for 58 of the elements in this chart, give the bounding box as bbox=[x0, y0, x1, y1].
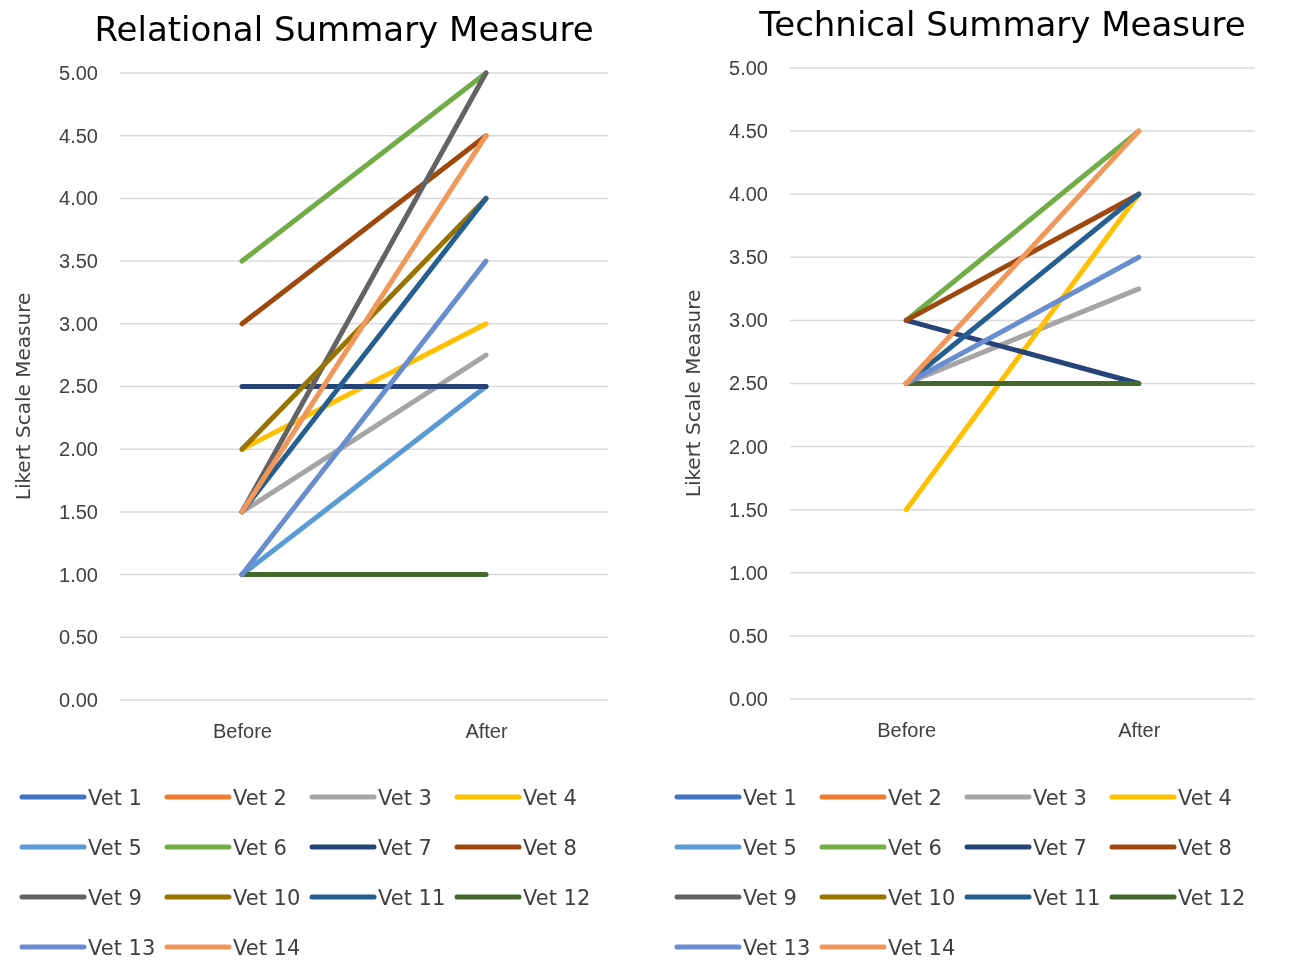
y-tick-label: 2.50 bbox=[59, 375, 98, 398]
legend-label: Vet 2 bbox=[888, 786, 942, 810]
legend-label: Vet 11 bbox=[1033, 886, 1101, 910]
y-tick-label: 1.00 bbox=[59, 563, 98, 586]
y-tick-label: 3.00 bbox=[59, 312, 98, 335]
legend-label: Vet 4 bbox=[1178, 786, 1232, 810]
y-tick-label: 3.50 bbox=[729, 246, 768, 269]
y-tick-label: 0.50 bbox=[729, 624, 768, 647]
legend-label: Vet 14 bbox=[233, 936, 301, 960]
y-tick-label: 0.00 bbox=[59, 688, 98, 711]
legend-label: Vet 1 bbox=[743, 786, 797, 810]
legend-label: Vet 10 bbox=[888, 886, 956, 910]
legend-label: Vet 8 bbox=[1178, 836, 1232, 860]
legend-label: Vet 4 bbox=[523, 786, 577, 810]
y-tick-label: 0.50 bbox=[59, 626, 98, 649]
y-tick-label: 3.50 bbox=[59, 250, 98, 272]
y-tick-label: 2.00 bbox=[729, 435, 768, 458]
x-tick-label: Before bbox=[877, 719, 937, 742]
y-tick-label: 4.50 bbox=[729, 120, 768, 142]
legend-label: Vet 12 bbox=[523, 886, 591, 910]
legend-label: Vet 6 bbox=[233, 836, 287, 860]
y-tick-label: 1.50 bbox=[729, 498, 768, 521]
y-tick-label: 3.00 bbox=[729, 309, 768, 332]
y-tick-label: 2.50 bbox=[729, 372, 768, 395]
y-tick-label: 1.00 bbox=[729, 561, 768, 584]
x-tick-label: After bbox=[465, 720, 508, 743]
y-tick-label: 5.00 bbox=[59, 61, 98, 84]
x-tick-label: Before bbox=[213, 720, 272, 743]
y-tick-label: 0.00 bbox=[729, 687, 768, 710]
legend-label: Vet 11 bbox=[378, 886, 446, 910]
y-tick-label: 1.50 bbox=[59, 500, 98, 523]
legend-label: Vet 5 bbox=[88, 836, 142, 860]
legend-label: Vet 9 bbox=[88, 886, 142, 910]
y-tick-label: 5.00 bbox=[729, 56, 768, 79]
legend-label: Vet 3 bbox=[1033, 786, 1087, 810]
legend-label: Vet 7 bbox=[1033, 836, 1087, 860]
y-tick-label: 2.00 bbox=[59, 438, 98, 461]
legend-label: Vet 9 bbox=[743, 886, 797, 910]
chart-title: Technical Summary Measure bbox=[758, 4, 1246, 44]
y-tick-label: 4.00 bbox=[729, 183, 768, 206]
legend-label: Vet 13 bbox=[88, 936, 156, 960]
legend-label: Vet 13 bbox=[743, 936, 811, 960]
y-axis-title: Likert Scale Measure bbox=[11, 292, 35, 501]
legend-label: Vet 10 bbox=[233, 886, 301, 910]
y-axis-title: Likert Scale Measure bbox=[681, 289, 705, 498]
legend-label: Vet 14 bbox=[888, 936, 956, 960]
y-tick-label: 4.00 bbox=[59, 187, 98, 210]
legend-label: Vet 3 bbox=[378, 786, 432, 810]
legend-label: Vet 5 bbox=[743, 836, 797, 860]
legend-label: Vet 6 bbox=[888, 836, 942, 860]
legend-label: Vet 7 bbox=[378, 836, 432, 860]
y-tick-label: 4.50 bbox=[59, 124, 98, 147]
legend-label: Vet 2 bbox=[233, 786, 287, 810]
legend-label: Vet 8 bbox=[523, 836, 577, 860]
x-tick-label: After bbox=[1118, 719, 1161, 742]
legend-label: Vet 12 bbox=[1178, 886, 1246, 910]
chart-title: Relational Summary Measure bbox=[94, 9, 594, 49]
legend-label: Vet 1 bbox=[88, 786, 142, 810]
